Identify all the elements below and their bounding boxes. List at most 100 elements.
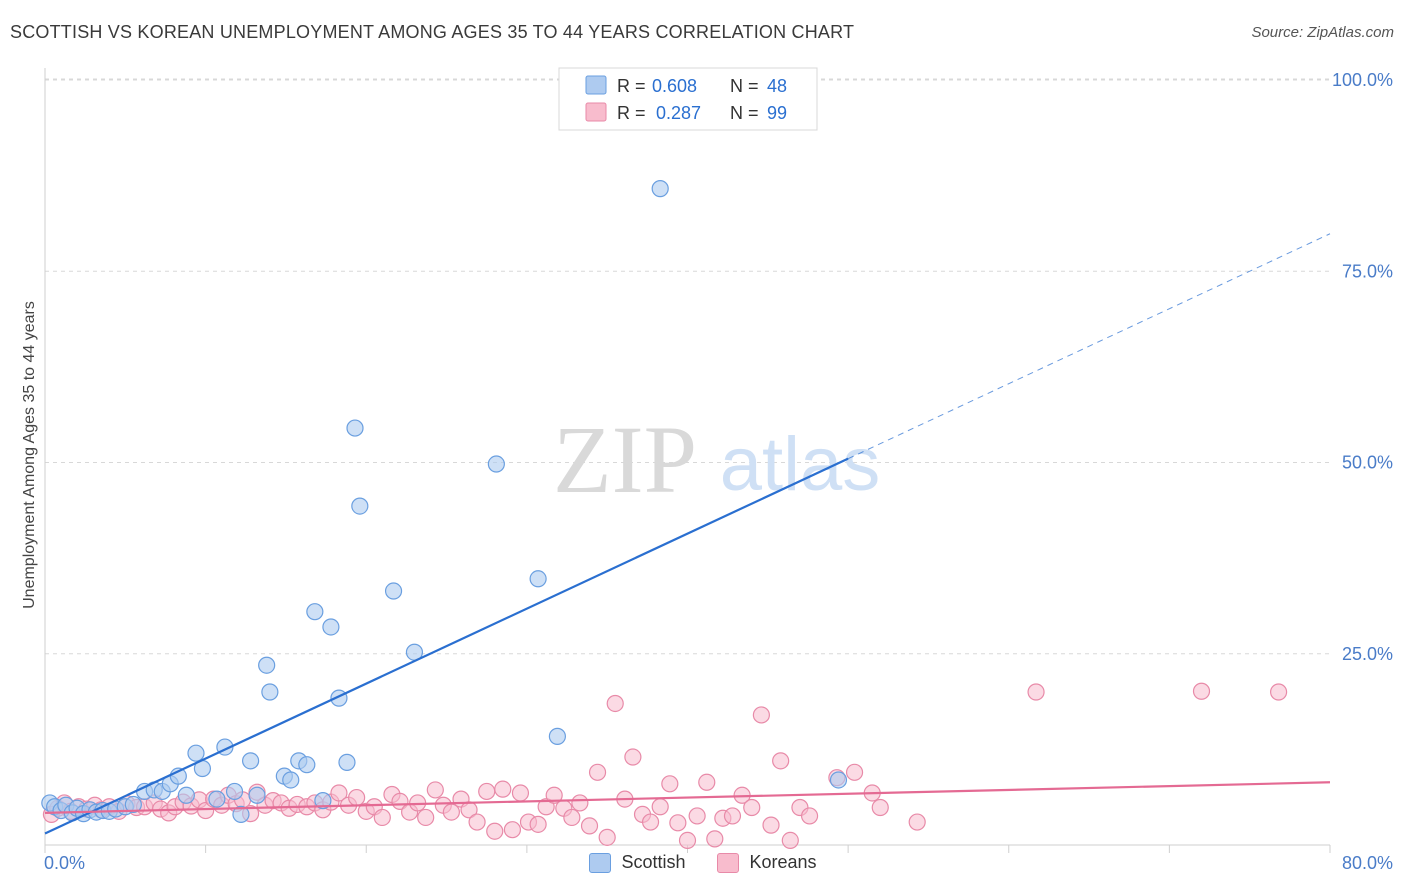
legend-swatch-scottish bbox=[585, 75, 607, 95]
stats-legend: R = 0.608 N = 48 R = 0.287 N = 99 bbox=[558, 67, 818, 131]
scottish-point bbox=[208, 790, 226, 808]
scottish-point bbox=[282, 771, 300, 789]
koreans-swatch bbox=[717, 852, 740, 873]
grid-lines bbox=[45, 78, 1330, 655]
scottish-point bbox=[261, 683, 279, 701]
korean-point bbox=[1027, 683, 1045, 701]
korean-point bbox=[800, 807, 819, 825]
scottish-point bbox=[322, 618, 340, 636]
legend-swatch-korean bbox=[585, 102, 607, 122]
scottish-point bbox=[487, 455, 505, 473]
korean-point bbox=[598, 828, 616, 846]
scottish-swatch bbox=[589, 852, 612, 873]
korean-point bbox=[417, 808, 435, 827]
korean-point bbox=[669, 814, 687, 832]
korean-trend-line bbox=[44, 781, 1331, 814]
x-tick-label-max: 80.0% bbox=[1342, 853, 1393, 873]
korean-point bbox=[468, 813, 486, 831]
legend-r-value-korean: 0.287 bbox=[656, 103, 701, 123]
scottish-point bbox=[829, 771, 848, 789]
korean-point bbox=[563, 808, 581, 827]
y-tick-label-100: 100.0% bbox=[1332, 70, 1393, 90]
korean-point bbox=[772, 752, 790, 770]
chart-title: SCOTTISH VS KOREAN UNEMPLOYMENT AMONG AG… bbox=[10, 22, 855, 42]
korean-point bbox=[580, 817, 599, 835]
scottish-point bbox=[548, 727, 566, 745]
korean-point bbox=[624, 748, 642, 766]
scottish-point bbox=[248, 786, 266, 804]
korean-point bbox=[908, 813, 926, 831]
korean-point bbox=[571, 794, 589, 812]
scottish-point bbox=[187, 744, 205, 762]
korean-point bbox=[373, 808, 391, 827]
x-tick-label-min: 0.0% bbox=[44, 853, 85, 873]
y-tick-label-50: 50.0% bbox=[1342, 453, 1393, 473]
scottish-point bbox=[346, 419, 364, 437]
chart-source: Source: ZipAtlas.com bbox=[1251, 24, 1394, 41]
legend-n-label-scottish: N = bbox=[730, 76, 759, 96]
korean-point bbox=[688, 807, 706, 825]
legend-r-value-scottish: 0.608 bbox=[652, 76, 697, 96]
korean-point bbox=[706, 830, 724, 848]
scottish-point bbox=[338, 753, 356, 771]
scottish-point bbox=[232, 805, 250, 824]
korean-point bbox=[1192, 682, 1211, 700]
korean-point bbox=[661, 775, 679, 793]
y-tick-label-25: 25.0% bbox=[1342, 644, 1393, 664]
legend-item-koreans[interactable]: Koreans bbox=[717, 852, 817, 873]
korean-point bbox=[478, 782, 496, 801]
legend-r-label-korean: R = bbox=[617, 103, 646, 123]
scottish-point bbox=[314, 792, 332, 810]
korean-point bbox=[606, 694, 624, 713]
korean-point bbox=[503, 821, 522, 839]
series-legend: Scottish Koreans bbox=[0, 852, 1406, 873]
legend-n-value-scottish: 48 bbox=[767, 76, 787, 96]
legend-label-koreans: Koreans bbox=[749, 852, 817, 872]
scottish-point bbox=[258, 656, 276, 674]
scottish-trend-extension bbox=[847, 233, 1331, 460]
trend-lines bbox=[44, 233, 1331, 835]
korean-points bbox=[42, 682, 1288, 850]
watermark-atlas: atlas bbox=[720, 422, 881, 507]
legend-label-scottish: Scottish bbox=[621, 852, 686, 872]
korean-point bbox=[486, 822, 504, 840]
korean-point bbox=[494, 780, 512, 798]
legend-n-label-korean: N = bbox=[730, 103, 759, 123]
korean-point bbox=[871, 798, 889, 817]
korean-point bbox=[1269, 683, 1288, 701]
korean-point bbox=[529, 815, 547, 833]
korean-point bbox=[641, 813, 660, 831]
korean-point bbox=[723, 807, 742, 825]
scottish-point bbox=[242, 752, 260, 770]
korean-point bbox=[348, 788, 366, 807]
scottish-point bbox=[529, 570, 547, 588]
scottish-point bbox=[124, 795, 142, 814]
scottish-trend-line bbox=[44, 457, 849, 835]
legend-r-label-scottish: R = bbox=[617, 76, 646, 96]
korean-point bbox=[762, 816, 780, 834]
scottish-points bbox=[41, 180, 848, 824]
korean-point bbox=[330, 784, 348, 802]
korean-point bbox=[588, 763, 607, 781]
scottish-point bbox=[384, 582, 403, 600]
korean-point bbox=[781, 831, 799, 850]
korean-point bbox=[678, 831, 697, 850]
legend-item-scottish[interactable]: Scottish bbox=[589, 852, 685, 873]
korean-point bbox=[743, 798, 761, 817]
scottish-point bbox=[306, 603, 324, 621]
korean-point bbox=[545, 786, 563, 804]
scottish-point bbox=[177, 786, 195, 804]
scottish-point bbox=[351, 497, 369, 515]
korean-point bbox=[698, 773, 716, 791]
watermark-zip: ZIP bbox=[553, 406, 697, 513]
korean-point bbox=[845, 763, 864, 781]
korean-point bbox=[752, 706, 770, 724]
legend-n-value-korean: 99 bbox=[767, 103, 787, 123]
korean-point bbox=[426, 781, 444, 799]
y-tick-labels: 25.0% 50.0% 75.0% 100.0% bbox=[1332, 70, 1393, 664]
y-tick-label-75: 75.0% bbox=[1342, 261, 1393, 281]
scottish-point bbox=[651, 180, 669, 198]
korean-point bbox=[511, 784, 530, 802]
korean-point bbox=[651, 798, 669, 816]
